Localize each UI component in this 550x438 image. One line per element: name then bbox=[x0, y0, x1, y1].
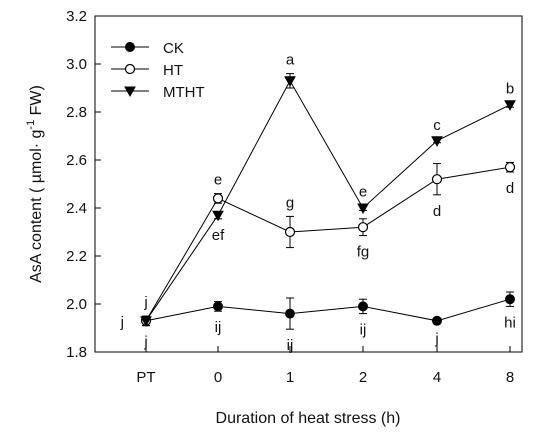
series-line bbox=[145, 166, 511, 322]
y-tick-label: 3.0 bbox=[66, 56, 87, 73]
x-tick-label: 0 bbox=[214, 369, 222, 386]
legend-item-ht: HT bbox=[111, 62, 183, 79]
data-point bbox=[212, 193, 224, 204]
data-point bbox=[124, 86, 136, 98]
series-line bbox=[145, 298, 511, 322]
data-point bbox=[212, 210, 224, 222]
significance-letter: ij bbox=[360, 322, 367, 339]
y-tick-label: 1.8 bbox=[66, 344, 87, 361]
data-point bbox=[357, 203, 369, 215]
significance-letter: e bbox=[359, 184, 367, 201]
legend-label: HT bbox=[163, 62, 183, 79]
data-point bbox=[125, 42, 135, 52]
x-tick-label: 4 bbox=[433, 369, 441, 386]
y-tick-label: 2.2 bbox=[66, 248, 87, 265]
significance-letter: j bbox=[120, 314, 124, 331]
significance-letter: g bbox=[286, 194, 294, 211]
y-tick-label: 2.6 bbox=[66, 152, 87, 169]
legend-item-ck: CK bbox=[111, 40, 184, 57]
significance-letter: d bbox=[433, 203, 441, 220]
data-point bbox=[505, 294, 515, 305]
data-point bbox=[431, 174, 443, 185]
legend-label: CK bbox=[163, 40, 184, 57]
x-tick-label: 8 bbox=[506, 369, 514, 386]
significance-letter: j bbox=[143, 334, 147, 351]
data-point bbox=[431, 136, 443, 147]
significance-letter: e bbox=[214, 172, 222, 189]
significance-letter: hi bbox=[504, 314, 516, 331]
data-point bbox=[124, 63, 136, 75]
data-point bbox=[284, 226, 296, 238]
legend-label: MTHT bbox=[163, 84, 205, 101]
significance-letter: j bbox=[143, 294, 147, 311]
y-tick-label: 2.8 bbox=[66, 104, 87, 121]
series-line bbox=[145, 79, 511, 322]
significance-letter: ij bbox=[215, 319, 222, 336]
data-point bbox=[285, 308, 295, 319]
significance-letter: a bbox=[286, 52, 295, 69]
x-axis-label: Duration of heat stress (h) bbox=[216, 410, 401, 427]
y-tick-label: 3.2 bbox=[66, 8, 87, 25]
x-axis: PT 0 1 2 4 8 bbox=[136, 346, 514, 386]
data-point bbox=[504, 100, 516, 111]
x-tick-label: PT bbox=[136, 369, 155, 386]
significance-letters: j ij ij ij j hi j e g fg d d j ef a e c b bbox=[120, 52, 516, 355]
significance-letter: j bbox=[434, 331, 438, 348]
significance-letter: d bbox=[506, 180, 514, 197]
x-tick-label: 1 bbox=[286, 369, 294, 386]
y-axis: 1.8 2.0 2.2 2.4 2.6 2.8 3.0 3.2 bbox=[66, 8, 101, 361]
plot-frame bbox=[94, 15, 523, 353]
data-point bbox=[140, 316, 152, 327]
data-point bbox=[504, 162, 516, 173]
data-point bbox=[358, 301, 368, 312]
significance-letter: b bbox=[506, 80, 514, 97]
series-mtht bbox=[140, 73, 516, 327]
significance-letter: fg bbox=[357, 244, 370, 261]
series-layer bbox=[140, 73, 516, 330]
y-tick-label: 2.0 bbox=[66, 296, 87, 313]
significance-letter: ij bbox=[287, 337, 294, 354]
series-ht bbox=[140, 161, 516, 327]
y-tick-label: 2.4 bbox=[66, 200, 87, 217]
data-point bbox=[284, 76, 296, 87]
data-point bbox=[357, 222, 369, 233]
legend: CK HT MTHT bbox=[111, 40, 205, 101]
series-ck bbox=[141, 291, 515, 330]
data-point bbox=[432, 315, 442, 326]
significance-letter: ef bbox=[212, 227, 225, 244]
x-tick-label: 2 bbox=[359, 369, 367, 386]
significance-letter: c bbox=[433, 117, 441, 134]
data-point bbox=[213, 301, 223, 312]
y-axis-label: AsA content ( µmol· g-1 FW) bbox=[25, 85, 45, 283]
legend-item-mtht: MTHT bbox=[111, 84, 205, 101]
